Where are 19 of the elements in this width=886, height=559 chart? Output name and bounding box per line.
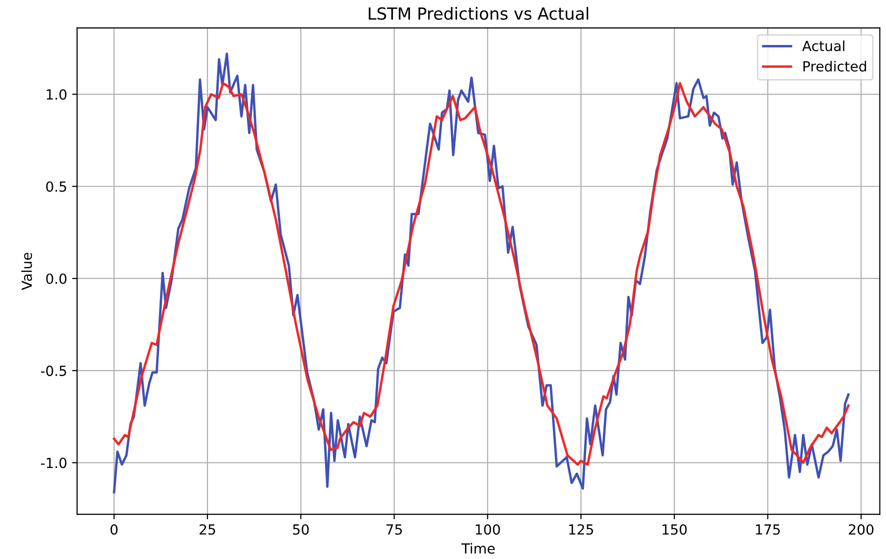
y-tick-label: 1.0	[46, 89, 66, 100]
x-tick-label: 200	[848, 524, 874, 535]
y-tick-label: -0.5	[40, 366, 66, 376]
x-tick-label: 125	[569, 524, 594, 535]
legend-label: Actual	[802, 40, 844, 52]
y-tick-label: 0.5	[46, 181, 66, 192]
x-tick-label: 75	[386, 524, 402, 535]
x-tick-label: 25	[200, 524, 216, 535]
x-tick-label: 0	[110, 524, 118, 535]
x-axis-title: Time	[461, 543, 495, 554]
x-tick-label: 100	[476, 524, 500, 535]
x-tick-label: 150	[662, 524, 687, 535]
x-tick-label: 50	[293, 524, 309, 535]
y-tick-label: 0.0	[46, 273, 66, 284]
y-tick-label: -1.0	[40, 458, 66, 468]
chart-title: LSTM Predictions vs Actual	[368, 6, 588, 20]
x-tick-label: 175	[756, 524, 780, 535]
y-axis-title: Value	[21, 252, 32, 290]
legend-label: Predicted	[803, 60, 866, 72]
